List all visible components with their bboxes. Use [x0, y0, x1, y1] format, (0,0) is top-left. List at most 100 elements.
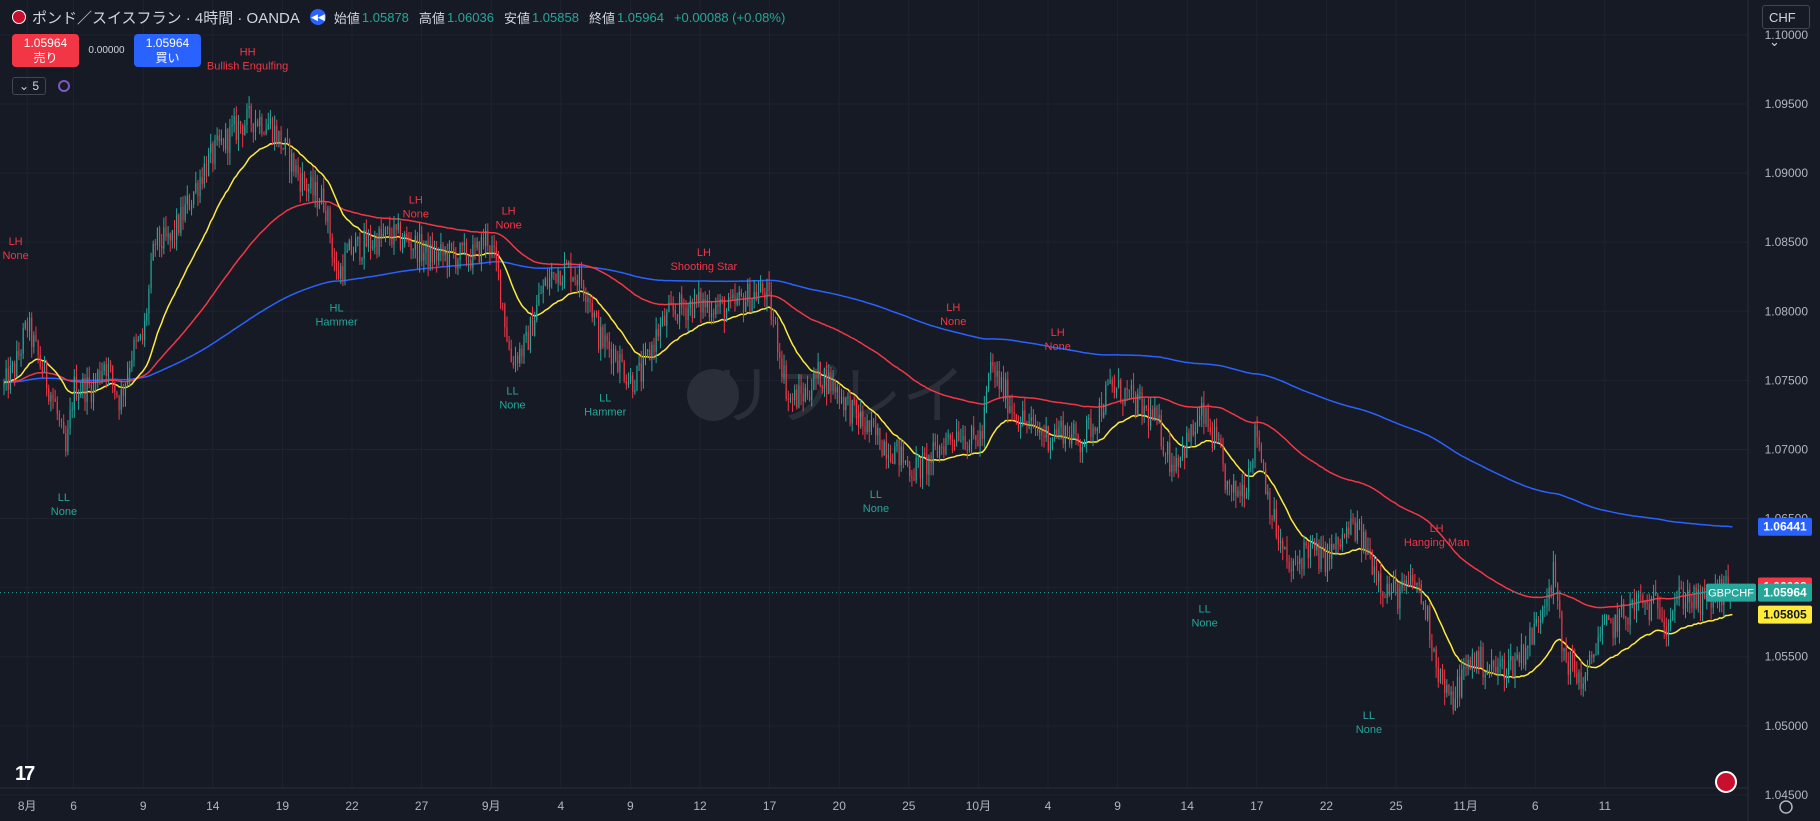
low-label: 安値 — [503, 10, 530, 26]
candle-body — [461, 243, 463, 246]
candle-body — [1239, 490, 1241, 496]
spread-value: 0.00000 — [88, 45, 125, 56]
candle-body — [725, 310, 728, 322]
candle-body — [306, 183, 308, 192]
candle-body — [1222, 447, 1224, 465]
candle-body — [459, 243, 461, 261]
candle-body — [1011, 406, 1013, 413]
indicator-toggle[interactable]: ⌄ 5 — [12, 77, 47, 95]
candle-body — [1322, 546, 1324, 548]
candle-body — [397, 222, 399, 230]
candle-body — [1066, 425, 1069, 436]
candle-body — [207, 153, 210, 176]
candle-body — [231, 124, 233, 127]
candle-body — [566, 262, 568, 265]
close-value: 1.05964 — [616, 9, 664, 25]
settings-icon[interactable] — [1779, 800, 1793, 814]
candle-body — [1113, 385, 1115, 393]
candle-body — [297, 165, 299, 175]
candle-body — [870, 420, 872, 432]
candle-body — [18, 351, 20, 356]
candle-body — [1597, 636, 1599, 655]
candle-body — [1631, 599, 1633, 603]
candle-body — [902, 446, 904, 463]
candle-body — [1341, 534, 1343, 547]
candle-body — [723, 300, 725, 322]
time-axis[interactable]: 8月 6 9 14 19 22 27 9月 4 9 12 17 20 25 10月 4 9 14 17 22 25 11月… — [0, 787, 1748, 813]
buy-label: 買い — [155, 51, 180, 65]
candle-body — [248, 105, 250, 109]
candle-body — [1190, 424, 1192, 442]
candle-body — [1115, 387, 1118, 393]
replay-icon[interactable]: ◀◀ — [309, 9, 326, 25]
candle-body — [519, 348, 521, 364]
annotation-label-bottom: Shooting Star — [671, 261, 738, 273]
candle-body — [433, 249, 436, 263]
candle-body — [1068, 435, 1071, 445]
candle-body — [1456, 676, 1459, 699]
open-value: 1.05878 — [361, 9, 409, 25]
candle-body — [1256, 425, 1258, 438]
candle-body — [1591, 654, 1593, 658]
candle-body — [124, 383, 127, 396]
candle-body — [1211, 431, 1213, 449]
candle-body — [970, 426, 973, 445]
candle-body — [1665, 626, 1667, 637]
candle-body — [1661, 618, 1663, 622]
uk-flag-icon[interactable] — [1715, 771, 1737, 793]
open-label: 始値 — [333, 10, 360, 26]
candle-body — [365, 230, 367, 247]
candle-body — [514, 355, 517, 366]
candle-body — [1403, 580, 1405, 585]
candle-body — [958, 431, 960, 441]
candle-body — [1610, 620, 1612, 622]
candle-body — [331, 238, 333, 258]
candle-body — [1186, 432, 1188, 458]
candle-body — [721, 299, 723, 301]
candle-body — [363, 230, 365, 259]
chart-title[interactable]: ポンド／スイスフラン · 4時間 · OANDA — [32, 9, 300, 27]
candle-body — [131, 359, 133, 369]
candle-body — [1578, 672, 1580, 684]
indicator-loading-icon[interactable] — [58, 80, 71, 92]
candle-body — [1678, 587, 1680, 600]
candle-body — [800, 385, 802, 394]
candle-body — [909, 465, 911, 476]
candle-body — [404, 233, 406, 245]
candle-body — [1147, 407, 1150, 427]
candle-body — [487, 231, 489, 246]
candle-body — [1088, 418, 1090, 420]
candle-body — [497, 260, 500, 270]
candle-body — [148, 288, 150, 314]
candle-body — [246, 108, 248, 126]
candle-body — [109, 363, 112, 367]
candle-body — [478, 241, 480, 263]
currency-select[interactable]: CHF ⌄ — [1762, 5, 1810, 49]
candle-body — [1149, 409, 1152, 427]
candle-body — [783, 365, 785, 377]
candle-body — [1139, 392, 1141, 394]
candle-body — [555, 273, 557, 283]
candle-body — [1254, 425, 1256, 461]
candle-body — [823, 369, 826, 389]
candle-body — [1173, 464, 1175, 472]
buy-button[interactable]: 1.05964 買い — [134, 34, 201, 67]
candle-body — [913, 478, 915, 481]
candle-body — [205, 163, 208, 176]
candle-body — [1005, 379, 1007, 400]
candle-body — [1009, 406, 1011, 413]
candle-body — [868, 420, 870, 432]
candle-body — [647, 349, 649, 352]
candle-body — [395, 224, 397, 230]
candle-body — [43, 361, 46, 373]
candle-body — [1294, 560, 1297, 563]
candle-body — [1478, 651, 1480, 668]
candle-body — [879, 428, 881, 450]
sell-button[interactable]: 1.05964 売り — [12, 34, 79, 67]
candle-body — [672, 304, 674, 311]
candle-body — [5, 368, 7, 383]
candle-body — [203, 163, 205, 185]
time-tick-label: 14 — [1181, 799, 1195, 813]
